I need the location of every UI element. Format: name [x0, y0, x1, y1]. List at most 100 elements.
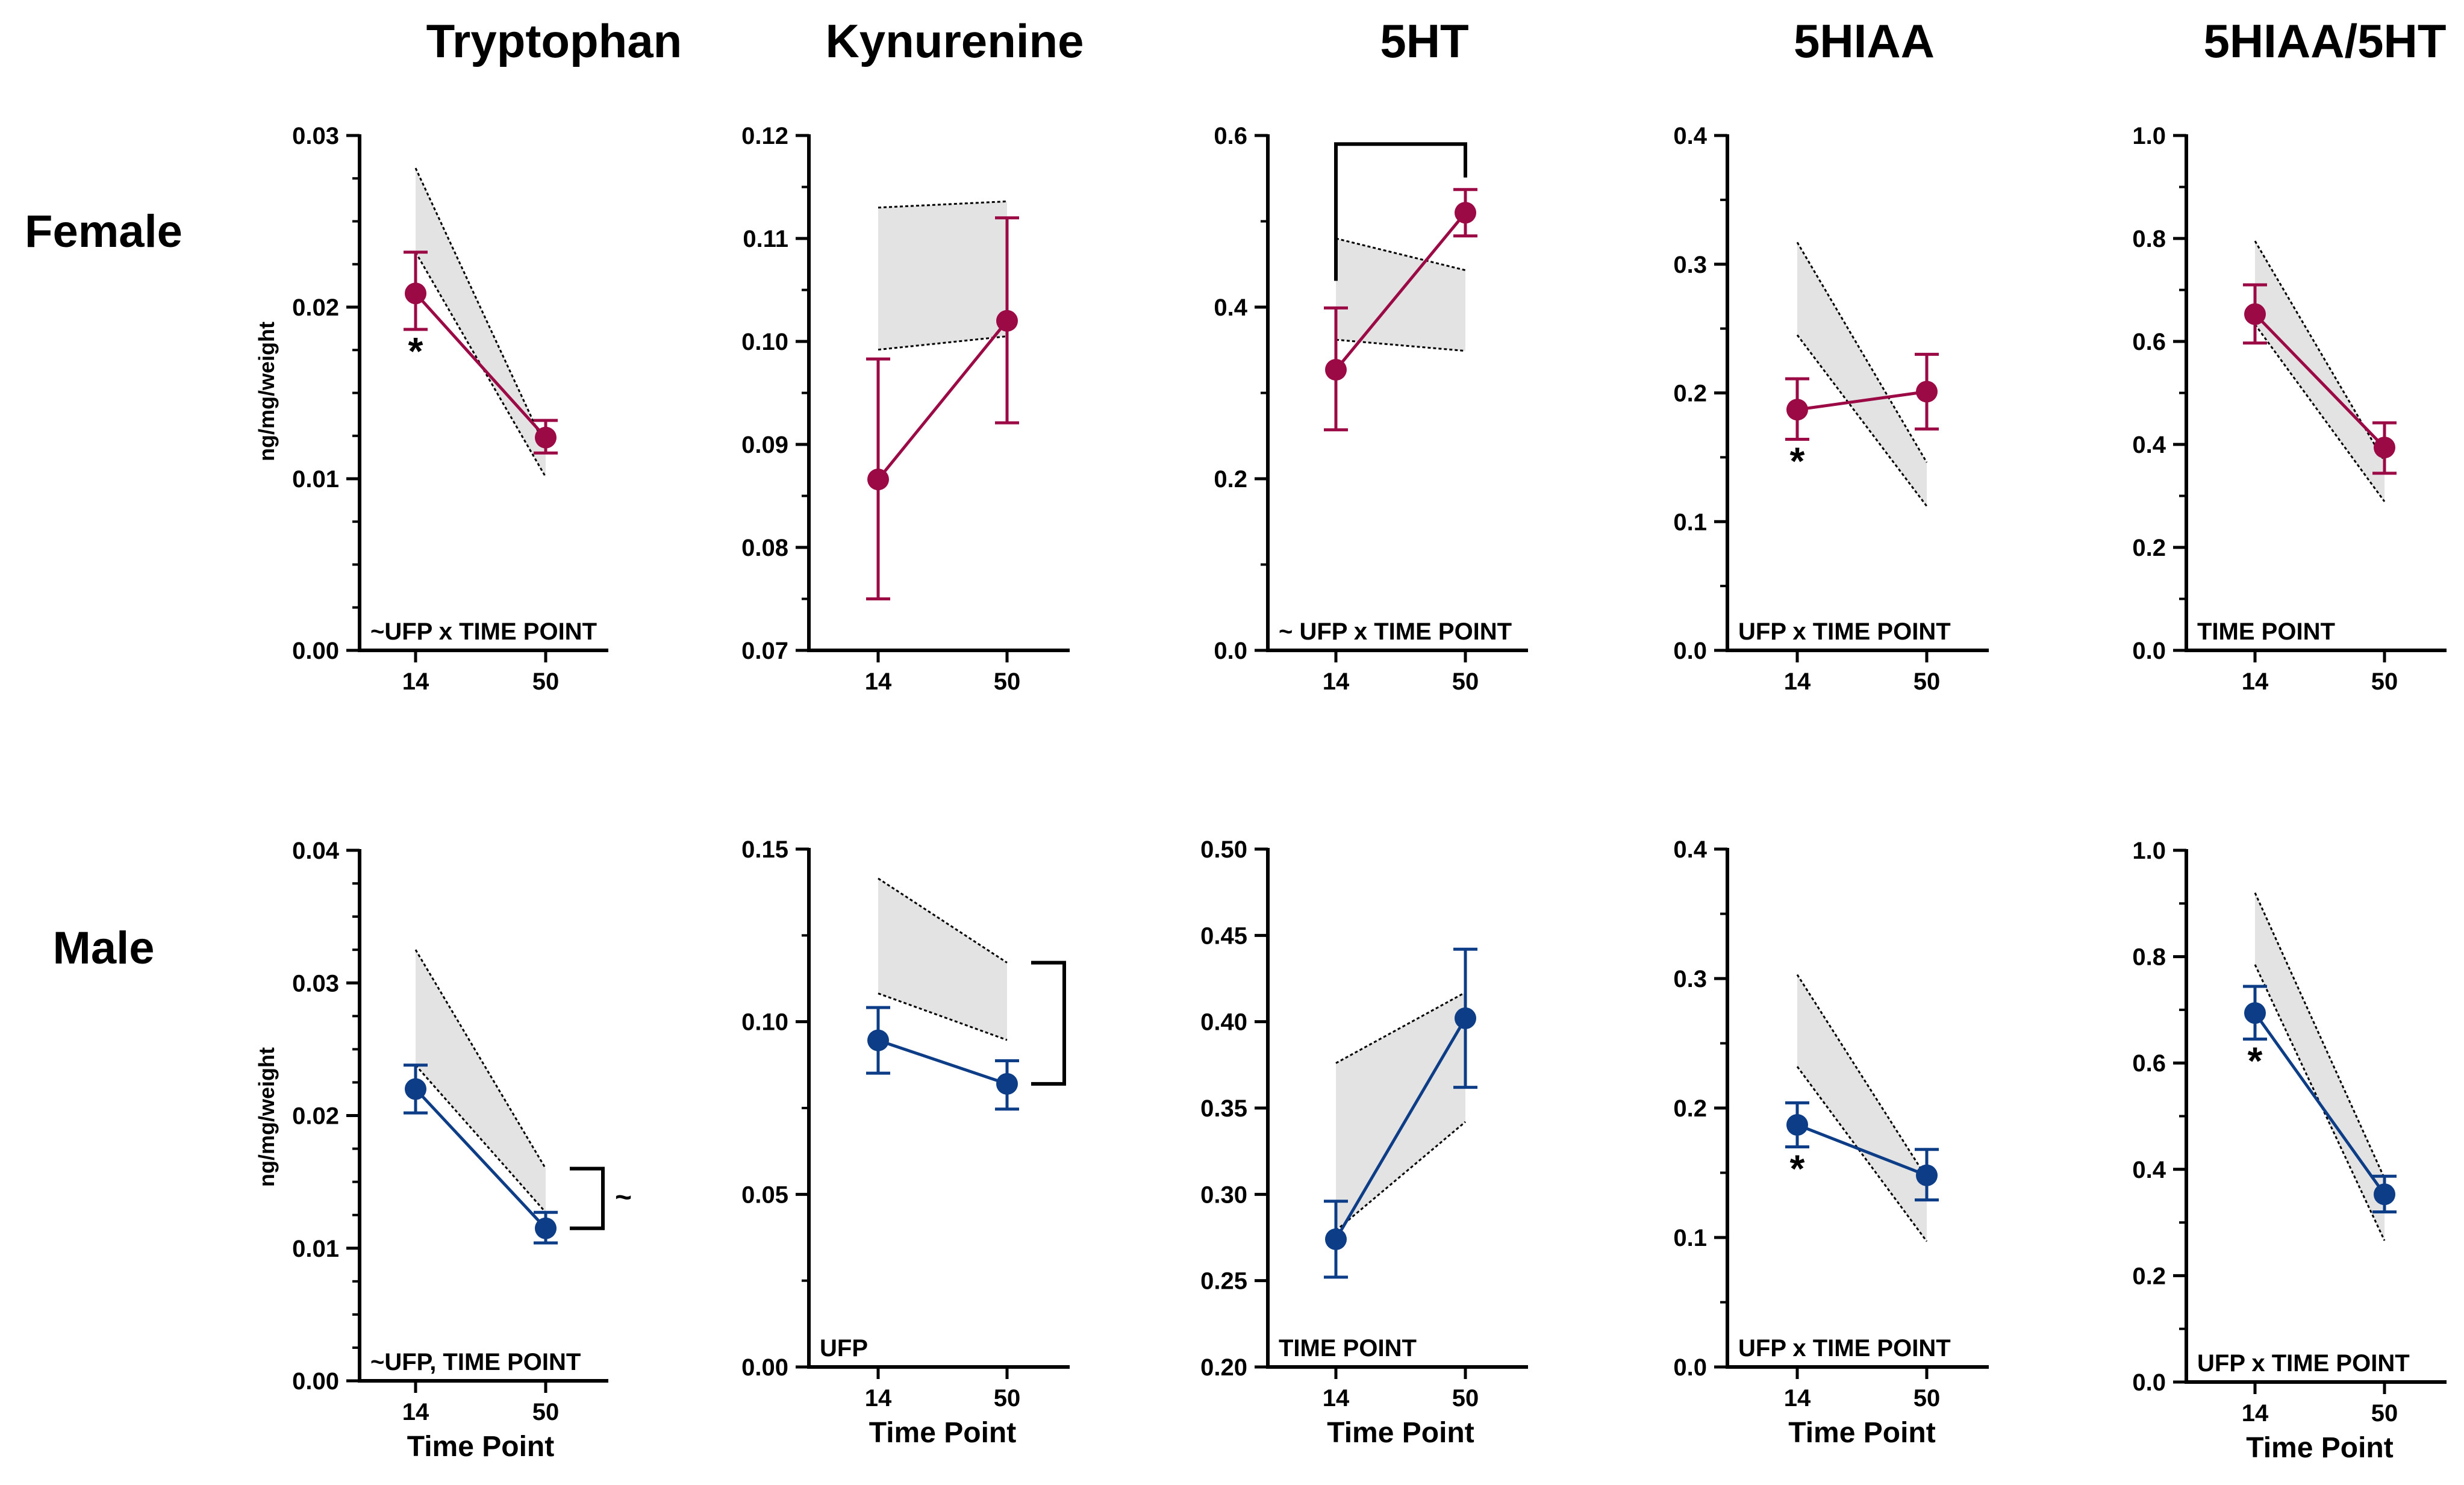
y-tick-label: 0.4	[1214, 294, 1247, 321]
x-tick-label: 50	[532, 1399, 560, 1425]
band-lower-line	[414, 1064, 547, 1213]
y-tick-label: 0.0	[1214, 638, 1247, 664]
y-tick-label: 0.2	[1673, 1095, 1707, 1122]
band-fill	[878, 878, 1007, 1041]
band-upper-line	[878, 877, 1008, 964]
panel-f-kyn: 0.07 0.08 0.09 0.10 0.11 0.12 14 50	[741, 123, 1070, 695]
row-label-female: Female	[25, 206, 182, 257]
series-line	[878, 1039, 1008, 1086]
series-line	[2254, 313, 2386, 449]
x-tick-label: 50	[1452, 668, 1479, 695]
stats-annotation: UFP x TIME POINT	[2197, 1350, 2410, 1377]
y-tick-label: 0.05	[741, 1181, 788, 1208]
band-fill	[1336, 992, 1465, 1231]
y-tick-label: 0.08	[741, 535, 788, 561]
y-tick-label: 0.0	[2132, 1369, 2166, 1396]
series-line	[414, 292, 547, 439]
y-tick-label: 0.8	[2132, 944, 2166, 971]
y-tick-label: 0.10	[741, 329, 788, 355]
data-point	[1786, 399, 1808, 421]
band-fill	[878, 201, 1007, 350]
data-point	[1916, 381, 1938, 403]
x-tick-label: 14	[2242, 1400, 2269, 1427]
band-fill	[416, 950, 546, 1213]
x-axis-label: Time Point	[407, 1431, 554, 1463]
significance-star: *	[1790, 439, 1805, 482]
x-tick-label: 50	[532, 668, 560, 695]
x-tick-label: 14	[2242, 668, 2269, 695]
row-label-male: Male	[53, 923, 155, 974]
x-axis-label: Time Point	[1327, 1417, 1474, 1449]
band-fill	[1336, 238, 1465, 351]
y-tick-label: 0.12	[741, 123, 788, 149]
series-line	[1335, 211, 1467, 371]
data-point	[2374, 1183, 2395, 1206]
panel-f-5hiaa: 0.0 0.1 0.2 0.3 0.4 14 50 * UFP x TIME POINT	[1673, 123, 1989, 695]
x-tick-label: 14	[402, 1399, 429, 1425]
y-tick-label: 0.6	[1214, 123, 1247, 149]
panel-f-ratio: 0.0 0.2 0.4 0.6 0.8 1.0 14 50 TIME POINT	[2132, 123, 2447, 695]
band-upper-line	[414, 949, 547, 1169]
band-lower-line	[2254, 323, 2386, 502]
y-tick-label: 0.6	[2132, 1050, 2166, 1077]
y-tick-label: 0.40	[1200, 1009, 1247, 1036]
y-tick-label: 0.20	[1200, 1354, 1247, 1381]
y-axis-label: ng/mg/weight	[254, 322, 279, 461]
x-tick-label: 50	[994, 1385, 1021, 1412]
series-line	[877, 320, 1008, 481]
x-axis-label: Time Point	[1788, 1417, 1935, 1449]
significance-star: *	[408, 329, 423, 373]
y-tick-label: 0.07	[741, 638, 788, 664]
band-lower-line	[1796, 1066, 1928, 1242]
significance-bracket	[1334, 142, 1467, 281]
data-point	[405, 282, 426, 305]
stats-annotation: TIME POINT	[1279, 1335, 1417, 1362]
column-title-5hiaa: 5HIAA	[1794, 14, 1935, 67]
y-tick-label: 0.45	[1200, 923, 1247, 949]
column-title-5hiaa-5ht: 5HIAA/5HT	[2203, 14, 2446, 67]
data-point	[535, 1217, 557, 1239]
band-fill	[2255, 892, 2384, 1241]
y-tick-label: 0.0	[1673, 1354, 1707, 1381]
y-tick-label: 0.4	[1673, 123, 1707, 149]
panel-m-5ht: 0.20 0.25 0.30 0.35 0.40 0.45 0.50 14 50 TIME POI…	[1200, 836, 1528, 1449]
y-tick-label: 0.4	[2132, 1157, 2166, 1183]
y-tick-label: 0.8	[2132, 226, 2166, 252]
stats-annotation: UFP	[820, 1335, 868, 1362]
x-tick-label: 14	[865, 668, 892, 695]
y-tick-label: 0.0	[2132, 638, 2166, 664]
stats-annotation: ~UFP, TIME POINT	[370, 1349, 581, 1375]
data-point	[405, 1078, 426, 1100]
y-tick-label: 0.01	[292, 1236, 339, 1262]
band-fill	[1797, 974, 1927, 1242]
data-point	[996, 310, 1018, 332]
data-point	[2244, 303, 2266, 325]
panel-f-5ht: 0.0 0.2 0.4 0.6 14 50 ~ UFP x TIME POINT	[1214, 123, 1528, 695]
y-tick-label: 1.0	[2132, 123, 2166, 149]
x-tick-label: 14	[1323, 668, 1350, 695]
band-upper-line	[1335, 237, 1466, 272]
y-tick-label: 0.1	[1673, 1225, 1707, 1251]
y-tick-label: 0.02	[292, 1103, 339, 1130]
y-tick-label: 0.1	[1673, 509, 1707, 535]
band-lower-line	[1796, 334, 1928, 507]
significance-bracket	[1031, 960, 1066, 1086]
bracket-label: ~	[615, 1181, 632, 1213]
y-tick-label: 0.4	[2132, 432, 2166, 458]
significance-star: *	[2248, 1039, 2263, 1082]
y-tick-label: 0.35	[1200, 1095, 1247, 1122]
y-tick-label: 0.0	[1673, 638, 1707, 664]
stats-annotation: ~ UFP x TIME POINT	[1279, 618, 1512, 645]
x-tick-label: 50	[2371, 1400, 2398, 1427]
panel-m-5hiaa: 0.0 0.1 0.2 0.3 0.4 14 50 * UFP x TIME POINT Time…	[1673, 836, 1989, 1449]
data-point	[535, 426, 557, 449]
data-point	[1325, 1228, 1347, 1250]
y-tick-label: 0.04	[292, 838, 340, 864]
data-point	[1455, 202, 1476, 224]
data-point	[996, 1072, 1018, 1095]
y-tick-label: 0.03	[292, 970, 339, 997]
y-tick-label: 0.2	[2132, 535, 2166, 561]
x-tick-label: 50	[994, 668, 1021, 695]
data-point	[1786, 1113, 1808, 1136]
column-title-5ht: 5HT	[1380, 14, 1468, 67]
